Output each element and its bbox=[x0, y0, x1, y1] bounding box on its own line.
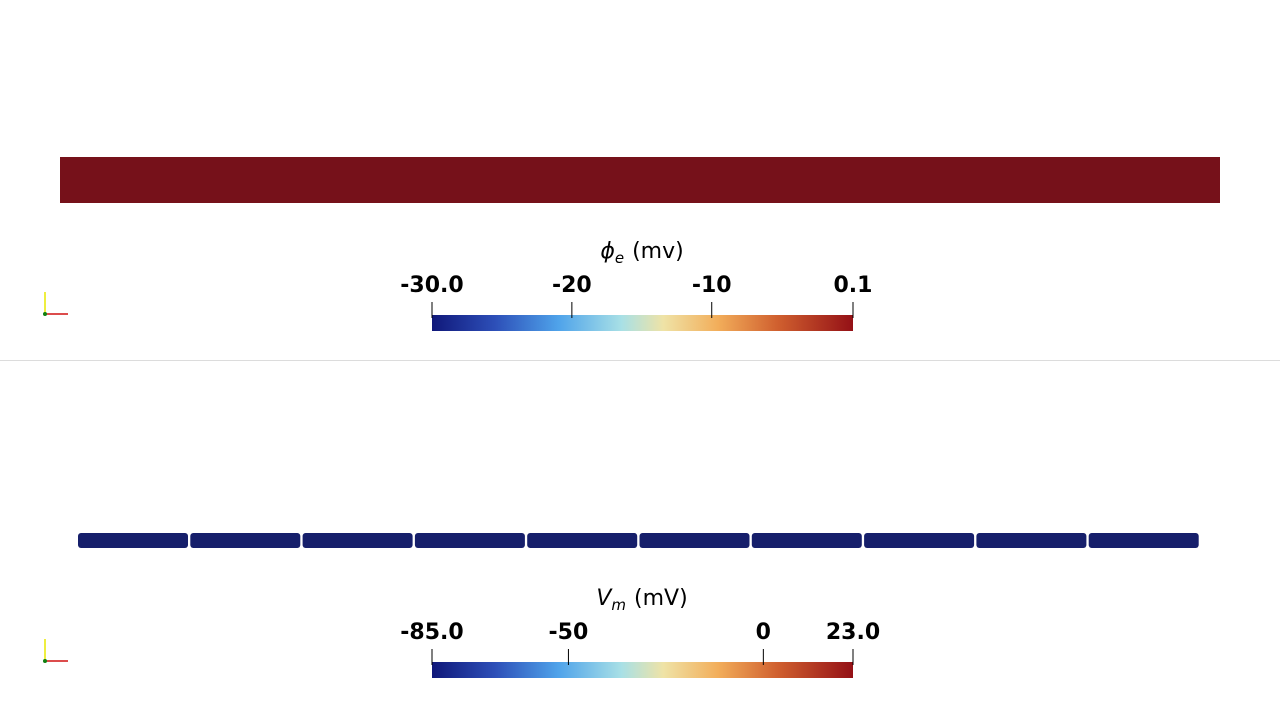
colorbar-tick-label: -85.0 bbox=[400, 620, 463, 645]
cable-segment bbox=[751, 533, 862, 548]
cable-segment bbox=[1088, 533, 1199, 548]
panel: Vm (mV) -85.0 -50 0 23.0 bbox=[43, 586, 880, 678]
colorbar-tick-label: -10 bbox=[692, 273, 732, 298]
cable-segment bbox=[864, 533, 975, 548]
title-unit: (mv) bbox=[632, 239, 684, 264]
cable-segment bbox=[976, 533, 1087, 548]
panel: ϕe (mv) -30.0 -20 -10 0.1 bbox=[43, 239, 872, 331]
colorbar bbox=[432, 315, 853, 331]
title-subscript: e bbox=[615, 249, 624, 267]
colorbar-title: ϕe (mv) bbox=[600, 239, 683, 267]
colorbar-tick-label: -30.0 bbox=[400, 273, 463, 298]
title-symbol: ϕ bbox=[600, 239, 615, 264]
colorbar-tick-label: 0 bbox=[756, 620, 771, 645]
title-unit: (mV) bbox=[634, 586, 688, 611]
cable-segment bbox=[639, 533, 750, 548]
colorbar-tick-label: -50 bbox=[549, 620, 589, 645]
colorbar-tick-label: -20 bbox=[552, 273, 592, 298]
colorbar-tick-label: 0.1 bbox=[834, 273, 873, 298]
colorbar-title: Vm (mV) bbox=[596, 586, 687, 614]
title-subscript: m bbox=[611, 596, 626, 614]
cable-bottom bbox=[78, 533, 1199, 548]
colorbar-tick-label: 23.0 bbox=[826, 620, 880, 645]
cable-segment bbox=[190, 533, 301, 548]
cable-segment bbox=[527, 533, 638, 548]
cable-top bbox=[60, 157, 1220, 203]
axis-z bbox=[43, 312, 47, 316]
axis-z bbox=[43, 659, 47, 663]
cable-segment bbox=[78, 533, 188, 548]
cable-segment bbox=[414, 533, 525, 548]
title-symbol: V bbox=[596, 586, 613, 611]
cable-segment bbox=[302, 533, 413, 548]
colorbar bbox=[432, 662, 853, 678]
